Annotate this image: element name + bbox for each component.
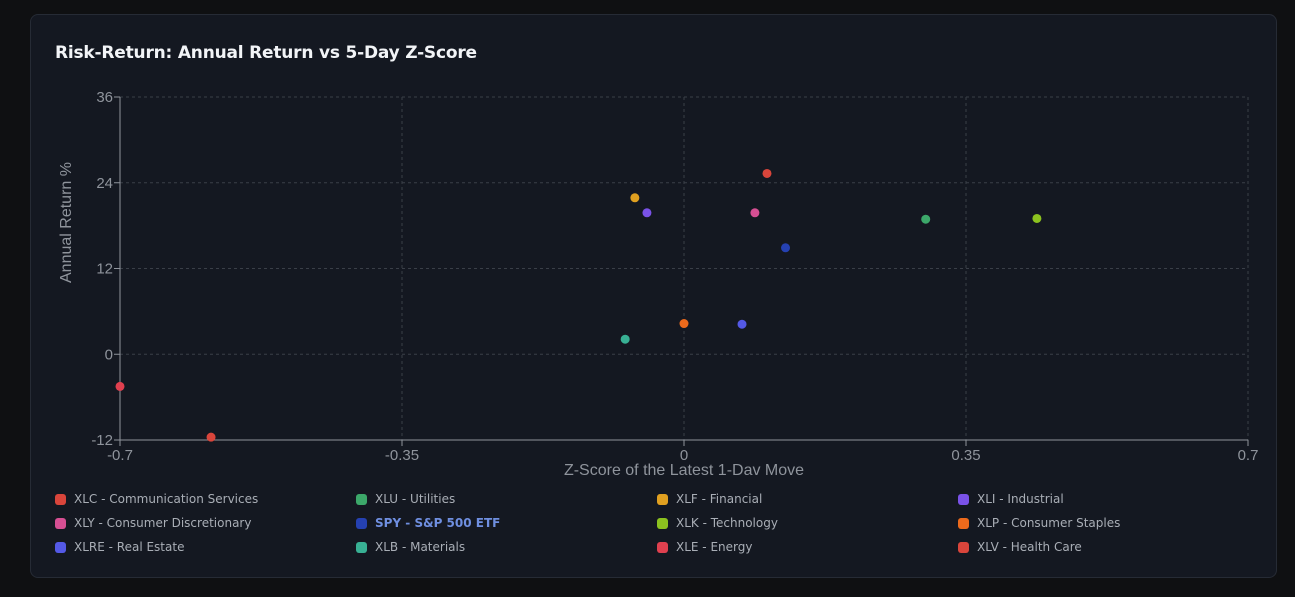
y-tick-label: -12: [91, 432, 113, 449]
x-tick-label: 0.7: [1238, 447, 1259, 464]
data-point[interactable]: [206, 432, 216, 442]
legend-label: XLY - Consumer Discretionary: [74, 516, 252, 530]
legend-item[interactable]: XLB - Materials: [356, 539, 657, 555]
legend-item[interactable]: XLF - Financial: [657, 491, 958, 507]
legend-swatch: [356, 517, 367, 529]
legend-label: XLK - Technology: [676, 516, 778, 530]
legend-item[interactable]: XLU - Utilities: [356, 491, 657, 507]
chart-card: Risk-Return: Annual Return vs 5-Day Z-Sc…: [30, 14, 1277, 578]
legend-item[interactable]: XLP - Consumer Staples: [958, 515, 1259, 531]
data-point[interactable]: [781, 243, 791, 253]
legend-item[interactable]: XLE - Energy: [657, 539, 958, 555]
legend-swatch: [356, 493, 367, 505]
y-tick-label: 36: [96, 89, 113, 106]
data-point[interactable]: [737, 319, 747, 329]
legend-item[interactable]: XLI - Industrial: [958, 491, 1259, 507]
legend-swatch: [958, 517, 969, 529]
data-point[interactable]: [642, 208, 652, 218]
legend-swatch: [657, 517, 668, 529]
legend-label: XLRE - Real Estate: [74, 540, 185, 554]
legend-swatch: [657, 493, 668, 505]
x-tick-label: -0.35: [385, 447, 419, 464]
legend-swatch: [657, 541, 668, 553]
data-point[interactable]: [620, 334, 630, 344]
data-point[interactable]: [630, 193, 640, 203]
legend-label: XLV - Health Care: [977, 540, 1082, 554]
legend-item[interactable]: XLY - Consumer Discretionary: [55, 515, 356, 531]
legend-swatch: [55, 541, 66, 553]
legend-item[interactable]: SPY - S&P 500 ETF: [356, 515, 657, 531]
data-points: [115, 168, 1042, 442]
legend-swatch: [356, 541, 367, 553]
chart-title: Risk-Return: Annual Return vs 5-Day Z-Sc…: [55, 43, 477, 63]
data-point[interactable]: [679, 319, 689, 329]
legend-label: XLU - Utilities: [375, 492, 456, 506]
legend-swatch: [958, 541, 969, 553]
legend-item[interactable]: XLRE - Real Estate: [55, 539, 356, 555]
legend-swatch: [958, 493, 969, 505]
x-tick-label: 0: [680, 447, 688, 464]
scatter-plot: -0.7 -0.35 0 0.35 0.7 -12 0 12 24 36 Z-Score of t…: [58, 89, 1258, 479]
x-axis-label: Z-Score of the Latest 1-Dav Move: [564, 462, 804, 479]
legend-item[interactable]: XLK - Technology: [657, 515, 958, 531]
legend-label: XLI - Industrial: [977, 492, 1064, 506]
legend-label: XLC - Communication Services: [74, 492, 259, 506]
legend-label: XLE - Energy: [676, 540, 753, 554]
data-point[interactable]: [921, 214, 931, 224]
data-point[interactable]: [115, 381, 125, 391]
data-point[interactable]: [750, 208, 760, 218]
legend-label: SPY - S&P 500 ETF: [375, 516, 501, 530]
data-point[interactable]: [1032, 213, 1042, 223]
x-tick-label: 0.35: [951, 447, 980, 464]
legend-swatch: [55, 493, 66, 505]
legend-item[interactable]: XLC - Communication Services: [55, 491, 356, 507]
grid: [119, 96, 1249, 441]
x-tick-label: -0.7: [107, 447, 133, 464]
y-tick-label: 0: [105, 346, 113, 363]
legend-label: XLP - Consumer Staples: [977, 516, 1121, 530]
chart-legend: XLC - Communication Services XLU - Utilit…: [55, 491, 1265, 555]
axis-ticks: -0.7 -0.35 0 0.35 0.7 -12 0 12 24 36: [91, 89, 1258, 464]
y-axis-label: Annual Return %: [58, 162, 75, 283]
legend-label: XLB - Materials: [375, 540, 466, 554]
legend-swatch: [55, 517, 66, 529]
data-point[interactable]: [762, 168, 772, 178]
legend-label: XLF - Financial: [676, 492, 763, 506]
legend-item[interactable]: XLV - Health Care: [958, 539, 1259, 555]
y-tick-label: 12: [96, 261, 113, 278]
y-tick-label: 24: [96, 175, 113, 192]
